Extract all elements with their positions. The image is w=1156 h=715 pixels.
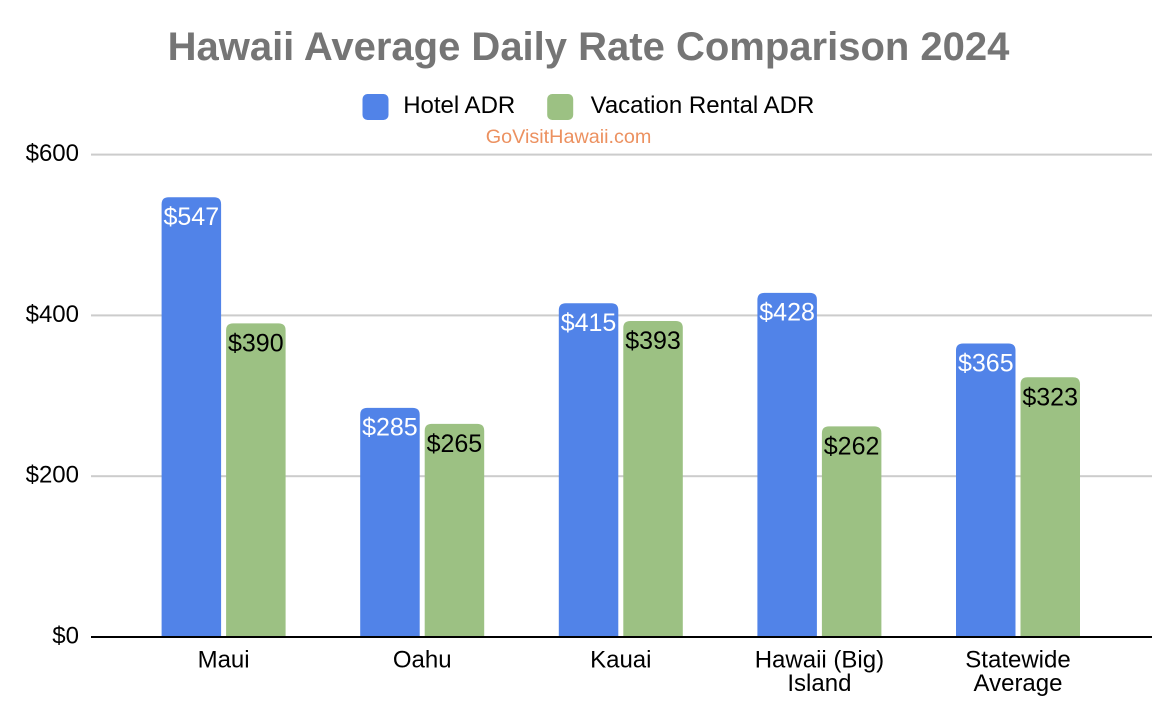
- svg-text:Kauai: Kauai: [590, 647, 651, 674]
- svg-text:$393: $393: [625, 327, 681, 355]
- svg-text:Hawaii Average Daily Rate Comp: Hawaii Average Daily Rate Comparison 202…: [168, 25, 1011, 69]
- svg-text:$547: $547: [163, 203, 219, 231]
- svg-text:Hotel ADR: Hotel ADR: [403, 92, 515, 119]
- svg-text:$262: $262: [824, 433, 880, 461]
- svg-text:Average: Average: [974, 670, 1063, 697]
- svg-text:Vacation Rental ADR: Vacation Rental ADR: [591, 92, 815, 119]
- svg-text:$0: $0: [52, 622, 79, 649]
- svg-text:$265: $265: [427, 430, 483, 458]
- svg-text:Hawaii (Big): Hawaii (Big): [755, 647, 884, 674]
- svg-text:Island: Island: [787, 670, 851, 697]
- svg-text:$428: $428: [759, 299, 815, 327]
- svg-text:Oahu: Oahu: [393, 647, 452, 674]
- svg-text:$365: $365: [958, 349, 1014, 377]
- svg-text:Maui: Maui: [198, 647, 250, 674]
- svg-text:Statewide: Statewide: [965, 647, 1070, 674]
- svg-text:$415: $415: [561, 309, 617, 337]
- svg-text:$400: $400: [26, 301, 79, 328]
- svg-text:$285: $285: [362, 414, 418, 442]
- svg-text:$600: $600: [26, 140, 79, 167]
- svg-text:$390: $390: [228, 330, 284, 358]
- svg-text:GoVisitHawaii.com: GoVisitHawaii.com: [486, 126, 652, 148]
- svg-text:$323: $323: [1022, 384, 1078, 412]
- svg-text:$200: $200: [26, 462, 79, 489]
